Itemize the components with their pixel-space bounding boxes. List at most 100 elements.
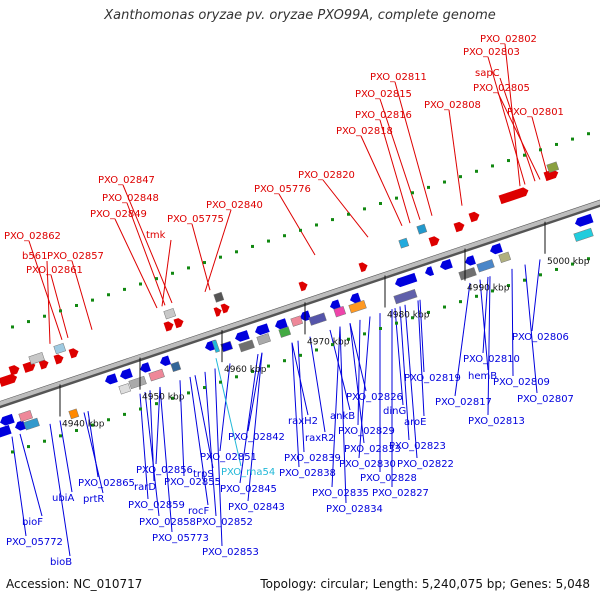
reverse-gene-label[interactable]: PXO_02859: [128, 500, 185, 511]
reverse-gene-label[interactable]: raxH2: [288, 416, 318, 427]
reverse-gene-arrow[interactable]: [349, 292, 361, 305]
reverse-gene-label[interactable]: PXO_05772: [6, 537, 63, 548]
forward-gene-label[interactable]: PXO_02847: [98, 175, 155, 186]
reverse-gene-label[interactable]: PXO_02835: [312, 488, 369, 499]
forward-gene-label[interactable]: PXO_02862: [4, 231, 61, 242]
reverse-gene-label[interactable]: PXO_02817: [435, 397, 492, 408]
forward-gene-label[interactable]: PXO_05775: [167, 214, 224, 225]
reverse-gene-label[interactable]: PXO_02851: [200, 452, 257, 463]
reverse-gene-label[interactable]: PXO_02813: [468, 416, 525, 427]
forward-gene-arrow[interactable]: [220, 302, 231, 314]
reverse-gene-arrow[interactable]: [439, 258, 453, 271]
forward-gene-label[interactable]: tmk: [146, 230, 166, 241]
feature-block[interactable]: [398, 237, 410, 249]
reverse-gene-arrow[interactable]: [0, 413, 15, 427]
forward-gene-arrow[interactable]: [173, 317, 185, 329]
reverse-gene-label[interactable]: PXO_02839: [284, 453, 341, 464]
feature-block[interactable]: [393, 289, 418, 305]
rna-feature[interactable]: [211, 339, 221, 353]
reverse-gene-label[interactable]: PXO_02823: [389, 441, 446, 452]
forward-gene-label[interactable]: PXO_02848: [102, 193, 159, 204]
forward-gene-label[interactable]: PXO_02815: [355, 89, 412, 100]
forward-gene-arrow[interactable]: [453, 221, 466, 233]
forward-gene-label[interactable]: PXO_02805: [473, 83, 530, 94]
forward-gene-label[interactable]: PXO_02857: [47, 251, 104, 262]
forward-gene-label[interactable]: PXO_02820: [298, 170, 355, 181]
reverse-gene-arrow[interactable]: [119, 368, 133, 380]
reverse-gene-label[interactable]: PXO_02856: [136, 465, 193, 476]
reverse-gene-label[interactable]: raxR2: [305, 433, 334, 444]
reverse-gene-arrow[interactable]: [274, 318, 288, 330]
reverse-gene-arrow[interactable]: [489, 243, 503, 255]
reverse-gene-arrow[interactable]: [574, 213, 594, 228]
reverse-gene-label[interactable]: PXO_02809: [493, 377, 550, 388]
reverse-gene-label[interactable]: PXO_02843: [228, 502, 285, 513]
reverse-gene-label[interactable]: aroE: [404, 417, 426, 428]
reverse-gene-arrow[interactable]: [14, 420, 26, 432]
forward-gene-arrow[interactable]: [358, 261, 369, 273]
forward-gene-label[interactable]: sapC: [475, 68, 500, 79]
reverse-gene-label[interactable]: PXO_02827: [372, 488, 429, 499]
forward-gene-arrow[interactable]: [298, 280, 309, 292]
forward-gene-label[interactable]: PXO_02803: [463, 47, 520, 58]
feature-block[interactable]: [23, 417, 40, 431]
reverse-gene-arrow[interactable]: [104, 373, 118, 385]
feature-block[interactable]: [68, 408, 80, 420]
feature-block[interactable]: [170, 361, 182, 373]
forward-gene-label[interactable]: PXO_02801: [507, 107, 564, 118]
gene-labels[interactable]: PXO_02802 PXO_02803 sapC PXO_02805 PXO_02801…: [4, 34, 574, 568]
forward-gene-label[interactable]: PXO_02840: [206, 200, 263, 211]
reverse-gene-label[interactable]: PXO_02845: [220, 484, 277, 495]
forward-gene-label[interactable]: PXO_02808: [424, 100, 481, 111]
feature-block[interactable]: [118, 383, 132, 395]
reverse-gene-label[interactable]: prtR: [83, 494, 104, 505]
reverse-gene-arrow[interactable]: [424, 266, 435, 277]
reverse-gene-label[interactable]: rarD: [134, 482, 156, 493]
reverse-gene-label[interactable]: PXO_02830: [339, 459, 396, 470]
feature-block[interactable]: [220, 340, 234, 353]
forward-gene-label[interactable]: PXO_02811: [370, 72, 427, 83]
feature-block[interactable]: [28, 352, 45, 365]
forward-gene-arrow[interactable]: [468, 211, 481, 223]
forward-gene-arrow[interactable]: [8, 364, 21, 376]
forward-gene-arrow[interactable]: [22, 361, 37, 373]
forward-gene-label[interactable]: PXO_02802: [480, 34, 537, 45]
forward-gene-label[interactable]: b561: [22, 251, 47, 262]
feature-block[interactable]: [18, 410, 33, 423]
reverse-gene-label[interactable]: hemB: [468, 371, 497, 382]
feature-block[interactable]: [333, 305, 347, 318]
reverse-gene-label[interactable]: PXO_05773: [152, 533, 209, 544]
reverse-gene-label[interactable]: ankB: [330, 411, 355, 422]
reverse-gene-arrow[interactable]: [329, 299, 341, 311]
reverse-gene-label[interactable]: PXO_02855: [164, 477, 221, 488]
rna-gene-label[interactable]: PXO_rna54: [221, 467, 275, 478]
reverse-gene-label[interactable]: PXO_02852: [196, 517, 253, 528]
forward-gene-arrow[interactable]: [498, 186, 530, 205]
forward-gene-arrow[interactable]: [163, 320, 175, 332]
forward-gene-arrow[interactable]: [428, 235, 441, 247]
reverse-gene-label[interactable]: PXO_02853: [202, 547, 259, 558]
feature-block[interactable]: [163, 308, 177, 320]
feature-block[interactable]: [128, 375, 147, 390]
forward-gene-label[interactable]: PXO_02816: [355, 110, 412, 121]
reverse-gene-arrow[interactable]: [234, 330, 250, 343]
reverse-gene-label[interactable]: PXO_02828: [360, 473, 417, 484]
reverse-gene-label[interactable]: PXO_02865: [78, 478, 135, 489]
feature-block[interactable]: [256, 333, 271, 346]
gene-features[interactable]: [0, 161, 594, 439]
feature-block[interactable]: [290, 315, 304, 327]
reverse-gene-label[interactable]: PXO_02842: [228, 432, 285, 443]
reverse-gene-arrow[interactable]: [394, 272, 418, 289]
reverse-gene-label[interactable]: ubiA: [52, 493, 74, 504]
reverse-gene-label[interactable]: PXO_02819: [404, 373, 461, 384]
forward-gene-arrow[interactable]: [543, 168, 560, 182]
forward-gene-label[interactable]: PXO_02849: [90, 209, 147, 220]
reverse-gene-arrow[interactable]: [159, 355, 171, 368]
reverse-gene-arrow[interactable]: [254, 323, 270, 336]
feature-block[interactable]: [213, 291, 225, 303]
reverse-gene-label[interactable]: PXO_02826: [346, 392, 403, 403]
reverse-gene-label[interactable]: PXO_02829: [338, 426, 395, 437]
feature-block[interactable]: [476, 259, 495, 273]
feature-block[interactable]: [498, 251, 512, 264]
